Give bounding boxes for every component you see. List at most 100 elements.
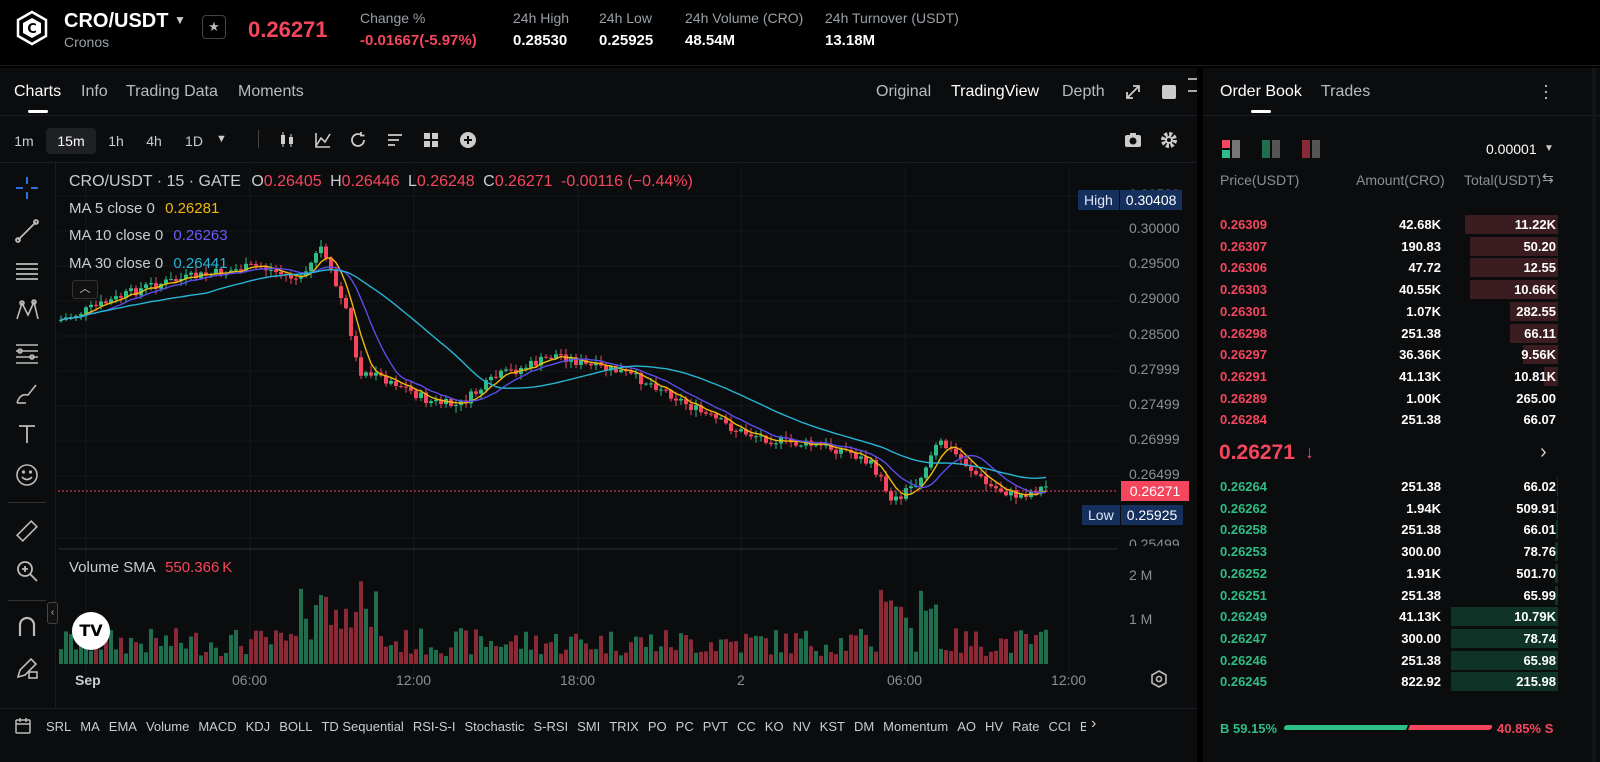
view-depth[interactable]: Depth bbox=[1062, 83, 1105, 100]
indicator-ko[interactable]: KO bbox=[764, 719, 784, 734]
expand-icon[interactable] bbox=[1124, 83, 1142, 101]
indicator-ma[interactable]: MA bbox=[80, 719, 100, 734]
ruler-icon[interactable] bbox=[14, 518, 40, 544]
ask-row[interactable]: 0.26306 47.72 12.55 bbox=[1220, 257, 1558, 278]
indicator-smi[interactable]: SMI bbox=[577, 719, 601, 734]
templates-icon[interactable] bbox=[385, 130, 405, 150]
panel-menu-icon[interactable] bbox=[1188, 78, 1197, 92]
price-chart[interactable] bbox=[58, 166, 1118, 696]
bid-row[interactable]: 0.26247 300.00 78.74 bbox=[1220, 628, 1558, 649]
timeframe-15m[interactable]: 15m bbox=[46, 128, 96, 154]
indicator-hv[interactable]: HV bbox=[985, 719, 1004, 734]
indicator-balance[interactable]: Balance bbox=[1079, 719, 1086, 734]
tab-trades[interactable]: Trades bbox=[1321, 83, 1371, 100]
swap-units-icon[interactable]: ⇆ bbox=[1542, 170, 1554, 186]
ob-scrollbar[interactable] bbox=[1592, 68, 1596, 762]
brush-icon[interactable] bbox=[14, 381, 40, 407]
precision-select[interactable]: 0.00001 bbox=[1486, 141, 1537, 157]
bid-row[interactable]: 0.26249 41.13K 10.79K bbox=[1220, 606, 1558, 627]
calendar-icon[interactable] bbox=[14, 717, 32, 735]
indicator-rate[interactable]: Rate bbox=[1012, 719, 1040, 734]
indicator-pc[interactable]: PC bbox=[675, 719, 694, 734]
timeframe-4h[interactable]: 4h bbox=[146, 133, 162, 149]
view-tradingview[interactable]: TradingView bbox=[951, 83, 1040, 100]
ob-view-asks-icon[interactable] bbox=[1302, 140, 1322, 158]
ask-row[interactable]: 0.26291 41.13K 10.81K bbox=[1220, 366, 1558, 387]
ob-view-both-icon[interactable] bbox=[1222, 140, 1242, 158]
indicator-momentum[interactable]: Momentum bbox=[883, 719, 949, 734]
screenshot-camera-icon[interactable] bbox=[1123, 130, 1143, 150]
lock-drawing-icon[interactable] bbox=[14, 655, 40, 681]
candlestick-type-icon[interactable] bbox=[277, 130, 297, 150]
horizontal-lines-icon[interactable] bbox=[14, 258, 40, 284]
collapse-toolbar-icon[interactable]: ‹ bbox=[47, 602, 58, 624]
bid-row[interactable]: 0.26246 251.38 65.98 bbox=[1220, 650, 1558, 671]
ask-row[interactable]: 0.26303 40.55K 10.66K bbox=[1220, 279, 1558, 300]
indicator-srl[interactable]: SRL bbox=[46, 719, 72, 734]
indicator-pvt[interactable]: PVT bbox=[702, 719, 729, 734]
mid-price-chevron-icon[interactable]: › bbox=[1540, 441, 1547, 463]
pair-name[interactable]: CRO/USDT bbox=[64, 10, 169, 32]
add-compare-icon[interactable] bbox=[458, 130, 478, 150]
pair-dropdown-icon[interactable]: ▼ bbox=[174, 13, 186, 27]
indicator-kst[interactable]: KST bbox=[819, 719, 845, 734]
indicator-macd[interactable]: MACD bbox=[198, 719, 237, 734]
indicator-cc[interactable]: CC bbox=[737, 719, 756, 734]
tab-order-book[interactable]: Order Book bbox=[1220, 83, 1302, 100]
tab-charts[interactable]: Charts bbox=[14, 83, 62, 100]
replay-icon[interactable] bbox=[348, 130, 368, 150]
ask-row[interactable]: 0.26309 42.68K 11.22K bbox=[1220, 214, 1558, 235]
ask-row[interactable]: 0.26307 190.83 50.20 bbox=[1220, 236, 1558, 257]
indicator-stochastic[interactable]: Stochastic bbox=[464, 719, 525, 734]
indicators-icon[interactable] bbox=[313, 130, 333, 150]
precision-dropdown-icon[interactable]: ▼ bbox=[1544, 143, 1554, 154]
tab-info[interactable]: Info bbox=[81, 83, 108, 100]
indicator-volume[interactable]: Volume bbox=[145, 719, 190, 734]
indicator-rsi-s-i[interactable]: RSI-S-I bbox=[412, 719, 456, 734]
layout-square-icon[interactable] bbox=[1162, 85, 1176, 99]
collapse-legend-chevron-icon[interactable]: ︿ bbox=[72, 280, 98, 299]
text-tool-icon[interactable] bbox=[14, 421, 40, 447]
ask-row[interactable]: 0.26289 1.00K 265.00 bbox=[1220, 388, 1558, 409]
axis-settings-icon[interactable] bbox=[1150, 670, 1168, 688]
tab-moments[interactable]: Moments bbox=[238, 83, 304, 100]
emoji-icon[interactable] bbox=[14, 462, 40, 488]
bid-row[interactable]: 0.26258 251.38 66.01 bbox=[1220, 519, 1558, 540]
bid-row[interactable]: 0.26252 1.91K 501.70 bbox=[1220, 563, 1558, 584]
timeframe-1d[interactable]: 1D bbox=[185, 133, 203, 149]
indicator-dm[interactable]: DM bbox=[853, 719, 875, 734]
view-original[interactable]: Original bbox=[876, 83, 932, 100]
magnet-icon[interactable] bbox=[14, 614, 40, 640]
indicator-cci[interactable]: CCI bbox=[1048, 719, 1071, 734]
indicator-ema[interactable]: EMA bbox=[108, 719, 137, 734]
bid-row[interactable]: 0.26245 822.92 215.98 bbox=[1220, 671, 1558, 692]
favorite-star-icon[interactable]: ★ bbox=[202, 15, 226, 39]
bid-row[interactable]: 0.26264 251.38 66.02 bbox=[1220, 476, 1558, 497]
zoom-in-icon[interactable] bbox=[14, 558, 40, 584]
chart-settings-gear-icon[interactable] bbox=[1159, 130, 1179, 150]
indicator-s-rsi[interactable]: S-RSI bbox=[533, 719, 569, 734]
trend-line-icon[interactable] bbox=[14, 218, 40, 244]
bid-row[interactable]: 0.26251 251.38 65.99 bbox=[1220, 585, 1558, 606]
indicator-po[interactable]: PO bbox=[647, 719, 667, 734]
indicator-nv[interactable]: NV bbox=[792, 719, 811, 734]
pattern-tool-icon[interactable] bbox=[14, 298, 40, 324]
bid-row[interactable]: 0.26262 1.94K 509.91 bbox=[1220, 498, 1558, 519]
indicator-trix[interactable]: TRIX bbox=[609, 719, 639, 734]
timeframe-1h[interactable]: 1h bbox=[108, 133, 124, 149]
indicator-scroll-right-icon[interactable]: › bbox=[1091, 715, 1097, 732]
ask-row[interactable]: 0.26301 1.07K 282.55 bbox=[1220, 301, 1558, 322]
layout-grid-icon[interactable] bbox=[421, 130, 441, 150]
bid-row[interactable]: 0.26253 300.00 78.76 bbox=[1220, 541, 1558, 562]
ask-row[interactable]: 0.26284 251.38 66.07 bbox=[1220, 409, 1558, 430]
timeframe-1m[interactable]: 1m bbox=[14, 133, 34, 149]
timeframe-dropdown-icon[interactable]: ▼ bbox=[216, 133, 227, 145]
ob-view-bids-icon[interactable] bbox=[1262, 140, 1282, 158]
ask-row[interactable]: 0.26297 36.36K 9.56K bbox=[1220, 344, 1558, 365]
indicator-ao[interactable]: AO bbox=[957, 719, 976, 734]
indicator-kdj[interactable]: KDJ bbox=[245, 719, 271, 734]
ob-more-menu-icon[interactable]: · · · bbox=[1543, 75, 1549, 107]
indicator-boll[interactable]: BOLL bbox=[279, 719, 313, 734]
indicator-td-sequential[interactable]: TD Sequential bbox=[321, 719, 404, 734]
fib-retracement-icon[interactable] bbox=[14, 340, 40, 366]
